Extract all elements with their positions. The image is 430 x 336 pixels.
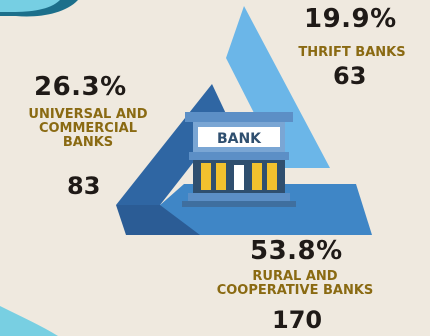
slice-count-rural: 170 — [272, 306, 323, 334]
triangle-piece-shadow — [116, 205, 200, 235]
slice-label-universal-line: UNIVERSAL AND — [28, 107, 148, 122]
slice-label-universal: UNIVERSAL AND COMMERCIAL BANKS — [8, 108, 168, 150]
slice-label-thrift: THRIFT BANKS — [298, 45, 406, 60]
slice-label-rural-line: RURAL AND — [252, 269, 338, 284]
bank-icon — [182, 112, 296, 207]
slice-percent-rural: 53.8% — [250, 236, 343, 266]
slice-label-rural-line: COOPERATIVE BANKS — [216, 283, 374, 298]
slice-percent-universal: 26.3% — [34, 72, 127, 102]
slice-percent-thrift: 19.9% — [304, 4, 397, 34]
slice-label-universal-line: BANKS — [62, 135, 114, 150]
slice-label-universal-line: COMMERCIAL — [38, 121, 138, 136]
corner-arc-bottom-left — [0, 306, 58, 336]
triangle-piece-rural — [126, 184, 372, 235]
slice-count-thrift: 63 — [333, 62, 367, 90]
corner-arc-top-left-inner — [0, 0, 60, 12]
slice-count-universal: 83 — [67, 172, 101, 200]
slice-label-rural: RURAL AND COOPERATIVE BANKS — [180, 270, 410, 298]
bank-label: BANK — [217, 131, 262, 147]
triangle-piece-thrift — [226, 6, 330, 168]
